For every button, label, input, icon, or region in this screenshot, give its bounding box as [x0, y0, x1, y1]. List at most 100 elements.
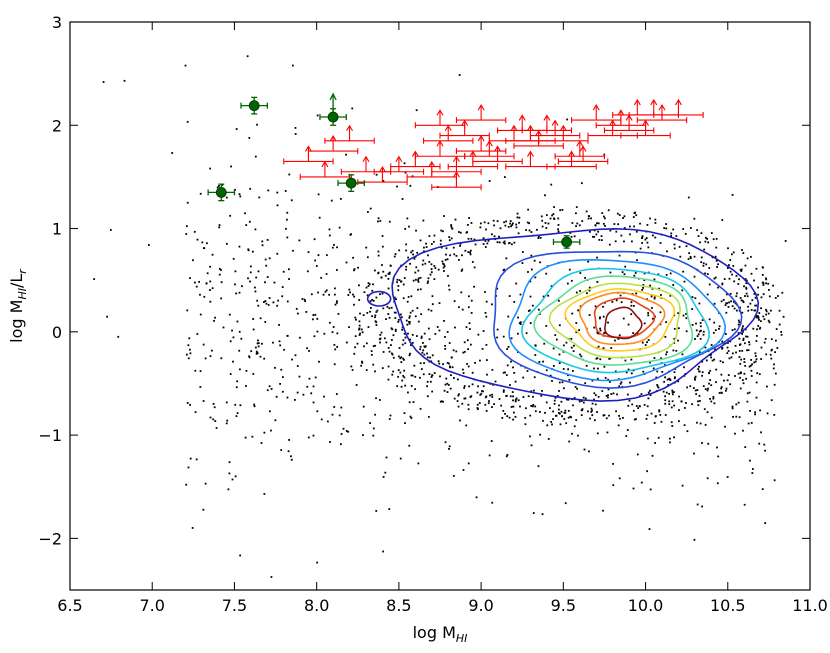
scatter-point: [563, 412, 566, 414]
scatter-point: [721, 340, 724, 343]
scatter-point: [646, 224, 649, 226]
scatter-point: [682, 314, 685, 317]
scatter-point: [446, 361, 449, 364]
scatter-point: [465, 424, 468, 427]
contour-level: [564, 288, 676, 352]
scatter-point: [264, 281, 266, 284]
scatter-point: [498, 398, 501, 400]
scatter-point: [772, 284, 774, 287]
scatter-point: [750, 359, 753, 361]
scatter-point: [775, 328, 778, 330]
scatter-point: [726, 379, 729, 382]
scatter-point: [697, 400, 699, 403]
scatter-point: [672, 228, 675, 231]
scatter-point: [603, 414, 606, 416]
scatter-point: [375, 321, 378, 324]
scatter-point: [314, 313, 317, 316]
scatter-point: [518, 216, 521, 219]
scatter-point: [515, 282, 518, 285]
scatter-point: [439, 243, 442, 246]
scatter-point: [426, 380, 429, 383]
scatter-point: [334, 287, 336, 290]
scatter-point: [698, 365, 700, 368]
scatter-point: [239, 404, 242, 407]
lower-limit-marker: [324, 124, 375, 144]
scatter-point: [712, 332, 715, 334]
scatter-point: [430, 271, 433, 274]
scatter-point: [468, 322, 471, 325]
scatter-point: [718, 325, 721, 328]
scatter-point: [540, 215, 543, 218]
scatter-point: [461, 308, 464, 311]
scatter-point: [498, 241, 501, 244]
scatter-point: [567, 368, 570, 371]
scatter-point: [267, 304, 270, 306]
scatter-point: [409, 311, 412, 314]
scatter-point: [428, 338, 431, 341]
scatter-point: [362, 314, 365, 316]
scatter-point: [390, 344, 392, 347]
scatter-point: [635, 405, 638, 407]
scatter-point: [468, 328, 471, 330]
scatter-point: [741, 311, 744, 314]
scatter-point: [256, 123, 258, 126]
scatter-point: [433, 278, 436, 281]
scatter-point: [605, 417, 608, 420]
scatter-point: [736, 292, 738, 295]
scatter-point: [717, 263, 719, 266]
scatter-point: [532, 395, 534, 398]
scatter-point: [476, 403, 479, 406]
scatter-point: [755, 267, 758, 270]
scatter-point: [240, 337, 243, 340]
scatter-point: [731, 405, 734, 408]
scatter-point: [306, 347, 309, 350]
scatter-point: [588, 286, 591, 289]
scatter-point: [724, 304, 727, 306]
scatter-point: [366, 312, 369, 314]
scatter-point: [340, 406, 343, 409]
scatter-point: [264, 258, 267, 261]
scatter-point: [685, 402, 687, 404]
scatter-point: [659, 311, 662, 314]
contour-island: [366, 290, 392, 307]
scatter-point: [417, 320, 420, 323]
scatter-point: [427, 327, 430, 330]
scatter-point: [748, 341, 750, 343]
scatter-point: [450, 224, 453, 226]
scatter-point: [394, 330, 397, 332]
scatter-point: [673, 377, 676, 380]
scatter-point: [281, 295, 284, 298]
scatter-point: [451, 227, 454, 230]
scatter-point: [708, 267, 711, 269]
scatter-point: [738, 416, 741, 419]
scatter-point: [633, 418, 636, 421]
scatter-point: [530, 404, 533, 407]
scatter-point: [443, 270, 445, 272]
lower-limit-marker: [620, 119, 671, 139]
scatter-point: [527, 310, 530, 312]
scatter-point: [537, 237, 540, 239]
scatter-point: [632, 332, 635, 335]
scatter-point: [758, 318, 760, 321]
scatter-point: [677, 312, 680, 315]
scatter-point: [767, 319, 770, 322]
scatter-point: [689, 257, 692, 260]
scatter-point: [677, 327, 680, 330]
scatter-point: [570, 346, 573, 349]
scatter-point: [463, 385, 466, 387]
scatter-point: [397, 285, 400, 287]
scatter-point: [563, 418, 566, 420]
scatter-point: [615, 410, 617, 413]
scatter-point: [510, 360, 512, 363]
scatter-point: [478, 402, 481, 404]
scatter-point: [724, 425, 726, 428]
scatter-point: [609, 229, 612, 232]
scatter-point: [414, 271, 417, 274]
scatter-point: [231, 329, 233, 332]
scatter-point: [366, 256, 369, 259]
scatter-point: [204, 482, 207, 485]
scatter-point: [545, 401, 548, 404]
scatter-point: [585, 364, 588, 367]
scatter-point: [404, 422, 406, 424]
scatter-point: [725, 389, 727, 392]
